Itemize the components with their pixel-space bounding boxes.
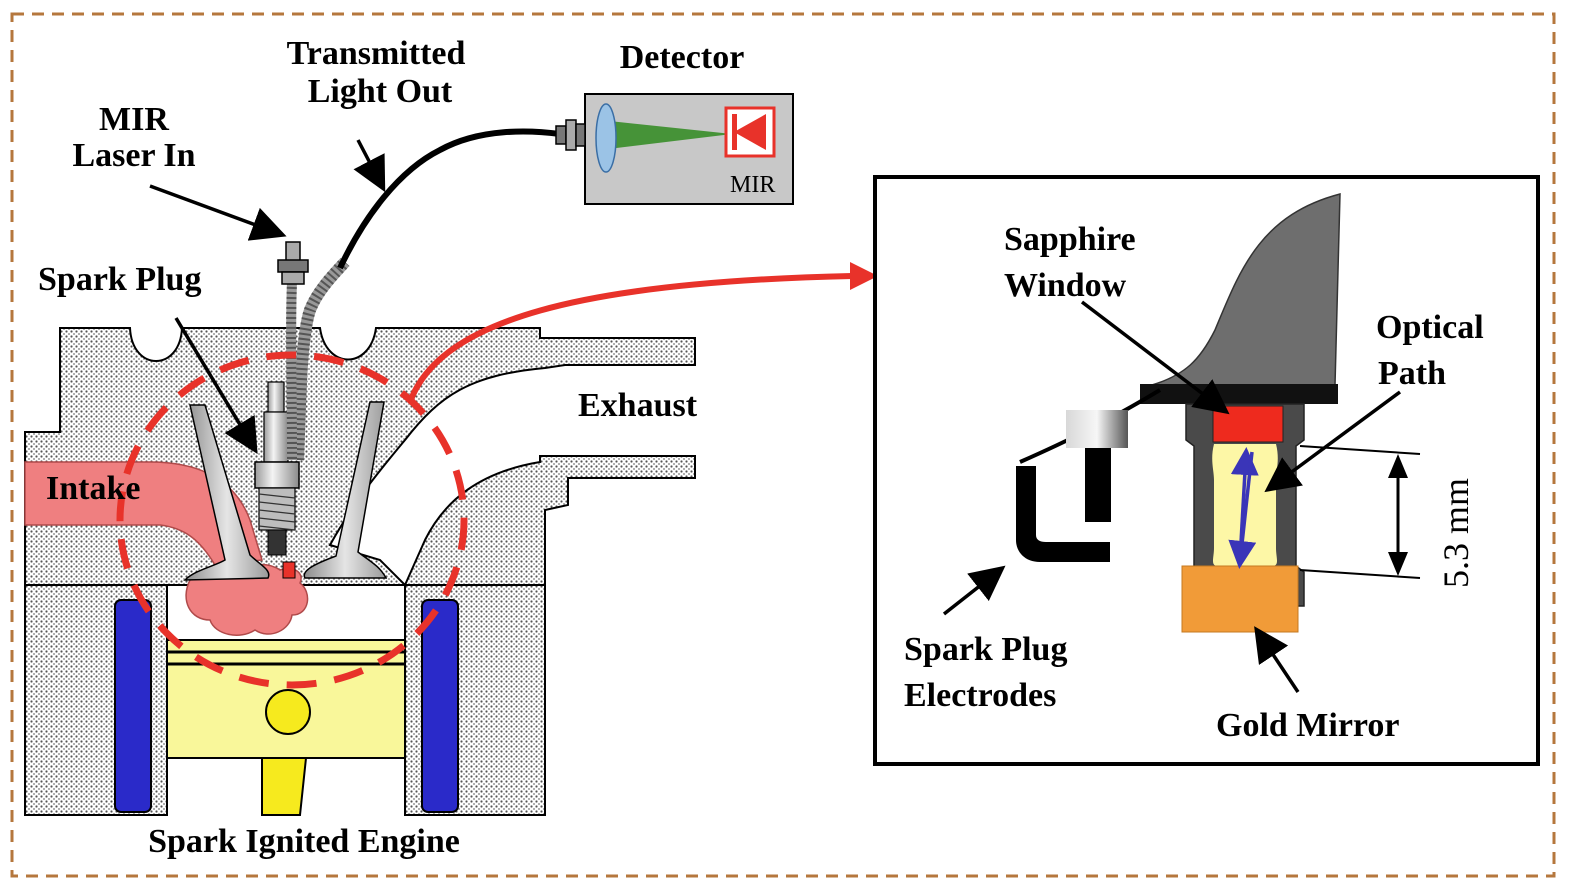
connecting-rod: [261, 757, 308, 816]
sapphire-label-1: Sapphire: [1004, 221, 1136, 258]
center-electrode: [1085, 448, 1111, 522]
mounting-plate: [1140, 384, 1338, 404]
detector-lens: [595, 103, 617, 173]
electrodes-label-1: Spark Plug: [904, 631, 1067, 668]
dim-arrow-bottom: [1388, 552, 1408, 576]
sensor-housing-cap: [1151, 193, 1341, 386]
optical-label-1: Optical: [1376, 309, 1484, 346]
gold-mirror-label: Gold Mirror: [1216, 707, 1400, 744]
beam-green: [600, 120, 732, 150]
transmitted-fiber: [337, 128, 561, 270]
transmitted-pointer: [353, 139, 386, 193]
center-electrode-insulator: [1066, 410, 1128, 448]
transmitted-label-2: Light Out: [308, 73, 453, 110]
optical-path-pointer: [1264, 390, 1402, 493]
dim-arrow-top: [1388, 454, 1408, 478]
laser-in-pointer: [149, 184, 287, 241]
exhaust-valve: [303, 401, 388, 579]
dim-line-top: [1299, 445, 1421, 455]
transmitted-label-1: Transmitted: [287, 35, 466, 72]
dimension-label: 5.3 mm: [1436, 478, 1476, 588]
gold-mirror: [1181, 565, 1299, 633]
sapphire-pointer: [1080, 300, 1230, 415]
detector-mir-label: MIR: [730, 172, 775, 198]
callout-arrow-curve: [407, 273, 853, 404]
electrodes-label-2: Electrodes: [904, 677, 1056, 714]
detector-unit: MIR: [555, 93, 794, 205]
left-cylinder-liner: [114, 599, 152, 813]
intake-label: Intake: [46, 470, 140, 507]
inset-detail: 5.3 mm: [873, 175, 1540, 766]
mir-laser-label-2: Laser In: [72, 137, 195, 174]
right-cylinder-liner: [421, 599, 459, 813]
optical-beam-down: [1228, 451, 1257, 569]
sapphire-window: [1212, 405, 1284, 443]
detector-label: Detector: [620, 39, 745, 76]
wrist-pin: [265, 689, 311, 735]
optical-label-2: Path: [1378, 355, 1446, 392]
mir-laser-label-1: MIR: [99, 101, 169, 138]
callout-dashed-circle: [116, 351, 468, 689]
electrodes-pointer: [942, 565, 1006, 616]
sapphire-label-2: Window: [1004, 267, 1127, 304]
spark-plug-pointer: [174, 317, 258, 455]
intake-valve: [183, 404, 270, 581]
gold-mirror-pointer: [1254, 626, 1300, 693]
outer-dashed-frame: [10, 12, 1556, 878]
fiber-sensor: [286, 257, 350, 461]
laser-connector: [277, 241, 309, 285]
exhaust-label: Exhaust: [578, 387, 698, 424]
intake-runner: [24, 461, 263, 566]
callout-arrow-head: [850, 262, 878, 290]
dim-line-bottom: [1299, 569, 1421, 579]
spark-plug-body: [254, 381, 300, 579]
engine-caption: Spark Ignited Engine: [148, 823, 460, 860]
ground-electrode: [1016, 466, 1110, 562]
spark-plug-label: Spark Plug: [38, 261, 201, 298]
